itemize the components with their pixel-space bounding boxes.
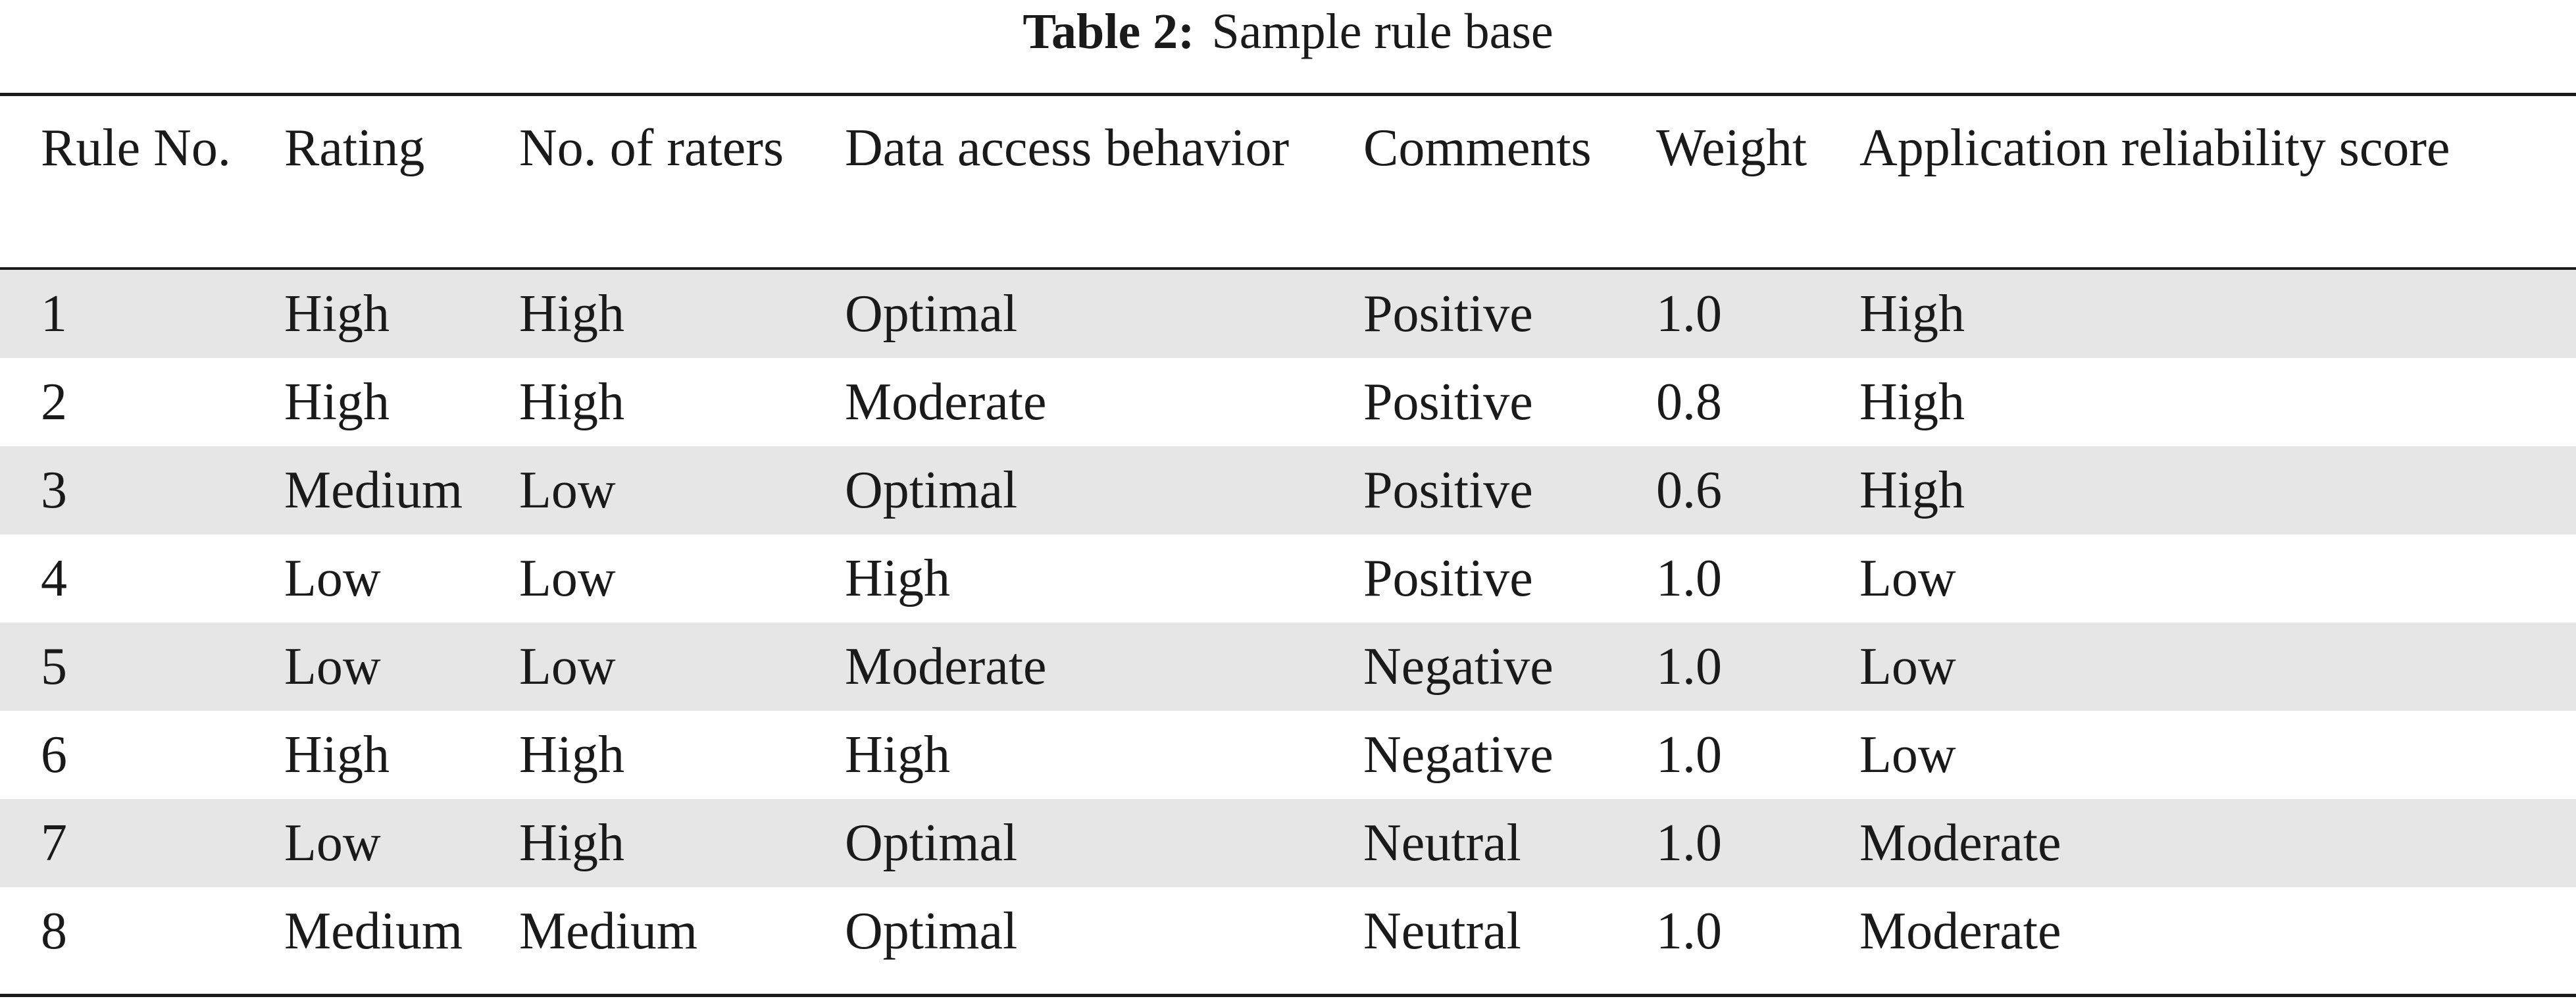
cell-rating: Medium bbox=[284, 902, 463, 960]
cell-weight: 1.0 bbox=[1656, 550, 1722, 607]
cell-no-of-raters: Low bbox=[519, 623, 845, 711]
table-row: 4 Low Low High Positive 1.0 Low bbox=[0, 534, 2576, 623]
cell-rating: High bbox=[284, 726, 390, 784]
cell-weight: 1.0 bbox=[1656, 902, 1722, 960]
cell-reliability-score: High bbox=[1859, 446, 2576, 534]
table-caption: Table 2: Sample rule base bbox=[0, 0, 2576, 66]
table-row: 1 High High Optimal Positive 1.0 High bbox=[0, 270, 2576, 358]
cell-data-access-behavior: Moderate bbox=[845, 623, 1363, 711]
cell-reliability-score: High bbox=[1859, 270, 2576, 358]
cell-rule-no: 7 bbox=[0, 799, 284, 887]
cell-comments: Neutral bbox=[1363, 902, 1521, 960]
cell-data-access-behavior: High bbox=[845, 550, 950, 607]
cell-no-of-raters: High bbox=[519, 799, 845, 887]
header-comments: Comments bbox=[1363, 119, 1592, 177]
cell-data-access-behavior: Optimal bbox=[845, 446, 1363, 534]
cell-no-of-raters: High bbox=[519, 373, 624, 431]
cell-rule-no: 1 bbox=[0, 270, 284, 358]
cell-rule-no: 3 bbox=[0, 446, 284, 534]
table-row: 7 Low High Optimal Neutral 1.0 Moderate bbox=[0, 799, 2576, 887]
cell-reliability-score: Moderate bbox=[1859, 799, 2576, 887]
cell-rating: Medium bbox=[284, 446, 519, 534]
cell-rating: High bbox=[284, 373, 390, 431]
table-row: 3 Medium Low Optimal Positive 0.6 High bbox=[0, 446, 2576, 534]
header-rule-no: Rule No. bbox=[41, 119, 231, 177]
cell-comments: Positive bbox=[1363, 550, 1533, 607]
cell-rating: High bbox=[284, 270, 519, 358]
cell-comments: Negative bbox=[1363, 726, 1553, 784]
cell-rule-no: 5 bbox=[0, 623, 284, 711]
header-data-access-behavior: Data access behavior bbox=[845, 119, 1290, 177]
cell-no-of-raters: High bbox=[519, 726, 624, 784]
cell-reliability-score: Low bbox=[1859, 550, 1956, 607]
cell-reliability-score: Low bbox=[1859, 623, 2576, 711]
table-row: 8 Medium Medium Optimal Neutral 1.0 Mode… bbox=[0, 887, 2576, 975]
table-top-rule bbox=[0, 93, 2576, 96]
header-no-of-raters: No. of raters bbox=[519, 119, 784, 177]
cell-rule-no: 4 bbox=[41, 550, 67, 607]
rule-base-table: Rule No. Rating No. of raters Data acces… bbox=[0, 96, 2576, 975]
cell-weight: 0.6 bbox=[1656, 446, 1859, 534]
cell-data-access-behavior: Optimal bbox=[845, 799, 1363, 887]
table-header-rule bbox=[0, 267, 2576, 270]
header-application-reliability-score: Application reliability score bbox=[1859, 119, 2450, 177]
cell-rating: Low bbox=[284, 623, 519, 711]
table-caption-text: Sample rule base bbox=[1211, 4, 1553, 59]
table-caption-label: Table 2: bbox=[1023, 4, 1195, 59]
cell-weight: 1.0 bbox=[1656, 726, 1722, 784]
cell-data-access-behavior: Optimal bbox=[845, 902, 1018, 960]
cell-rating: Low bbox=[284, 799, 519, 887]
cell-data-access-behavior: Optimal bbox=[845, 270, 1363, 358]
cell-weight: 1.0 bbox=[1656, 270, 1859, 358]
header-weight: Weight bbox=[1656, 119, 1807, 177]
cell-weight: 1.0 bbox=[1656, 623, 1859, 711]
table-row: 2 High High Moderate Positive 0.8 High bbox=[0, 358, 2576, 446]
cell-no-of-raters: Low bbox=[519, 550, 616, 607]
cell-comments: Positive bbox=[1363, 446, 1656, 534]
cell-rule-no: 6 bbox=[41, 726, 67, 784]
cell-comments: Positive bbox=[1363, 373, 1533, 431]
cell-no-of-raters: Low bbox=[519, 446, 845, 534]
table-row: 6 High High High Negative 1.0 Low bbox=[0, 711, 2576, 799]
cell-rule-no: 8 bbox=[41, 902, 67, 960]
cell-weight: 0.8 bbox=[1656, 373, 1722, 431]
cell-no-of-raters: High bbox=[519, 270, 845, 358]
cell-comments: Negative bbox=[1363, 623, 1656, 711]
cell-reliability-score: High bbox=[1859, 373, 1965, 431]
table-header-row: Rule No. Rating No. of raters Data acces… bbox=[0, 96, 2576, 267]
header-rating: Rating bbox=[284, 119, 425, 177]
table-bottom-rule bbox=[0, 994, 2576, 997]
cell-data-access-behavior: High bbox=[845, 726, 950, 784]
table-row: 5 Low Low Moderate Negative 1.0 Low bbox=[0, 623, 2576, 711]
cell-no-of-raters: Medium bbox=[519, 902, 698, 960]
cell-comments: Neutral bbox=[1363, 799, 1656, 887]
cell-reliability-score: Low bbox=[1859, 726, 1956, 784]
cell-comments: Positive bbox=[1363, 270, 1656, 358]
cell-rule-no: 2 bbox=[41, 373, 67, 431]
cell-rating: Low bbox=[284, 550, 381, 607]
cell-weight: 1.0 bbox=[1656, 799, 1859, 887]
cell-reliability-score: Moderate bbox=[1859, 902, 2061, 960]
cell-data-access-behavior: Moderate bbox=[845, 373, 1047, 431]
